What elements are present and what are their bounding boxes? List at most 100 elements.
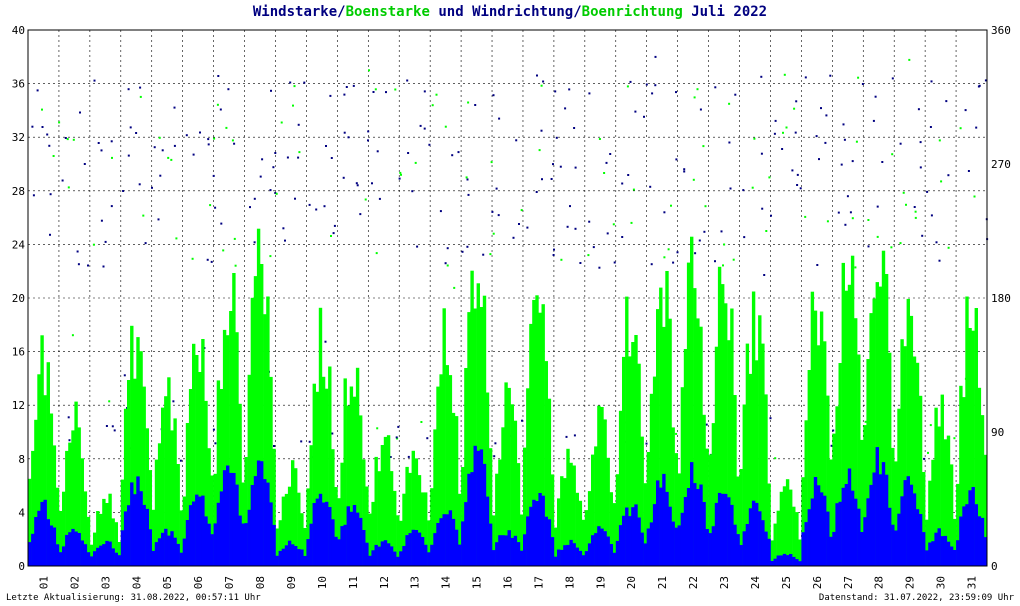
windstarke-bar bbox=[795, 559, 799, 566]
windstarke-bar bbox=[28, 542, 32, 566]
boenstarke-bar bbox=[940, 394, 944, 566]
windstarke-bar bbox=[705, 529, 709, 566]
boenstarke-bar bbox=[93, 532, 97, 566]
boenstarke-bar bbox=[340, 462, 344, 566]
boenstarke-bar bbox=[31, 450, 35, 566]
boenrichtung-point bbox=[867, 219, 870, 221]
windrichtung-point bbox=[49, 233, 51, 236]
boenrichtung-point bbox=[728, 102, 731, 105]
windrichtung-point bbox=[774, 119, 777, 122]
windstarke-bar bbox=[971, 487, 975, 566]
boenstarke-bar bbox=[362, 459, 366, 566]
windrichtung-point bbox=[378, 197, 381, 200]
windstarke-bar bbox=[216, 502, 221, 566]
windrichtung-point bbox=[851, 160, 854, 163]
windstarke-bar bbox=[136, 476, 140, 566]
windstarke-bar bbox=[733, 524, 737, 566]
boenrichtung-point bbox=[902, 191, 905, 194]
boenstarke-bar bbox=[34, 419, 38, 566]
boenrichtung-point bbox=[368, 69, 370, 72]
boenstarke-bar bbox=[569, 462, 573, 566]
windstarke-bar bbox=[730, 504, 734, 566]
windstarke-bar bbox=[451, 518, 456, 566]
boenrichtung-point bbox=[914, 216, 917, 219]
windstarke-bar bbox=[368, 555, 372, 566]
windrichtung-point bbox=[419, 124, 422, 127]
windstarke-bar bbox=[727, 497, 731, 566]
windrichtung-point bbox=[760, 152, 763, 155]
windstarke-bar bbox=[668, 506, 672, 566]
windstarke-bar bbox=[829, 536, 833, 566]
windstarke-bar bbox=[219, 491, 224, 566]
boenstarke-bar bbox=[903, 346, 907, 566]
windrichtung-point bbox=[111, 425, 114, 428]
boenstarke-bar bbox=[86, 516, 91, 566]
windrichtung-point bbox=[282, 227, 285, 230]
boenrichtung-point bbox=[420, 421, 423, 423]
windrichtung-point bbox=[497, 214, 500, 217]
windstarke-bar bbox=[532, 499, 536, 566]
windrichtung-point bbox=[220, 222, 223, 225]
windrichtung-point bbox=[929, 126, 932, 128]
boenrichtung-point bbox=[170, 158, 173, 161]
windstarke-bar bbox=[550, 537, 555, 566]
y-right-tick-label: 0 bbox=[991, 560, 998, 573]
boenstarke-bar bbox=[838, 363, 842, 566]
boenstarke-bar bbox=[900, 339, 904, 566]
boenstarke-bar bbox=[600, 407, 604, 566]
windrichtung-point bbox=[127, 154, 130, 157]
windrichtung-point bbox=[734, 93, 737, 96]
windstarke-bar bbox=[600, 528, 604, 566]
windrichtung-point bbox=[574, 166, 577, 169]
boenrichtung-point bbox=[435, 93, 438, 96]
windstarke-bar bbox=[176, 543, 180, 566]
windstarke-bar bbox=[213, 523, 217, 566]
boenstarke-bar bbox=[492, 515, 496, 566]
boenstarke-bar bbox=[526, 388, 530, 566]
windstarke-bar bbox=[974, 504, 978, 566]
boenrichtung-point bbox=[704, 205, 707, 208]
windrichtung-point bbox=[451, 154, 454, 157]
windstarke-bar bbox=[89, 556, 94, 566]
windstarke-bar bbox=[424, 544, 428, 566]
boenstarke-bar bbox=[164, 396, 168, 566]
windstarke-bar bbox=[235, 484, 239, 566]
boenstarke-bar bbox=[553, 527, 558, 566]
windrichtung-point bbox=[760, 75, 763, 78]
windstarke-bar bbox=[145, 508, 149, 566]
boenstarke-bar bbox=[693, 288, 697, 566]
windstarke-bar bbox=[501, 535, 505, 566]
windrichtung-point bbox=[541, 178, 543, 181]
boenstarke-bar bbox=[736, 476, 740, 566]
boenstarke-bar bbox=[584, 510, 589, 566]
windrichtung-point bbox=[967, 170, 970, 172]
boenrichtung-point bbox=[396, 437, 399, 440]
boenstarke-bar bbox=[866, 359, 870, 566]
windstarke-bar bbox=[402, 546, 406, 566]
windrichtung-point bbox=[32, 194, 35, 197]
windstarke-bar bbox=[321, 502, 326, 566]
windstarke-bar bbox=[31, 533, 35, 566]
boenrichtung-point bbox=[467, 101, 470, 104]
boenstarke-bar bbox=[43, 395, 47, 566]
windrichtung-point bbox=[645, 83, 648, 86]
windstarke-bar bbox=[300, 549, 304, 566]
boenstarke-bar bbox=[436, 386, 440, 566]
boenrichtung-point bbox=[632, 188, 635, 191]
boenstarke-bar bbox=[74, 401, 78, 566]
boenstarke-bar bbox=[371, 501, 375, 566]
boenstarke-bar bbox=[405, 466, 409, 566]
boenstarke-bar bbox=[835, 406, 839, 566]
y-left-tick-label: 16 bbox=[12, 346, 25, 359]
windrichtung-point bbox=[791, 169, 794, 172]
windrichtung-point bbox=[105, 425, 108, 427]
boenstarke-bar bbox=[399, 520, 403, 566]
windrichtung-point bbox=[552, 254, 555, 256]
boenrichtung-point bbox=[914, 210, 917, 213]
boenstarke-bar bbox=[297, 492, 301, 566]
boenstarke-bar bbox=[810, 291, 815, 566]
windrichtung-point bbox=[984, 79, 987, 82]
boenrichtung-point bbox=[899, 242, 902, 245]
y-left-tick-label: 0 bbox=[18, 560, 25, 573]
boenstarke-bar bbox=[934, 407, 938, 566]
